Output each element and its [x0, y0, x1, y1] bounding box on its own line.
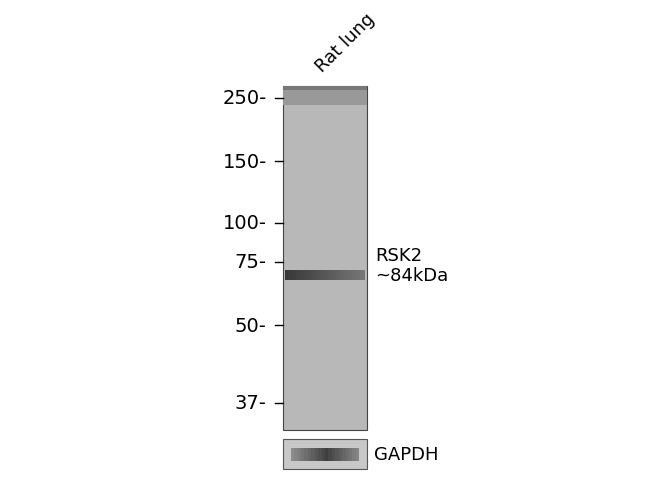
Bar — [315, 448, 318, 461]
Bar — [291, 448, 294, 461]
Bar — [317, 271, 320, 281]
Bar — [296, 271, 298, 281]
Bar — [352, 448, 356, 461]
Text: 100-: 100- — [223, 214, 266, 233]
Bar — [330, 271, 333, 281]
Bar — [320, 271, 322, 281]
Text: 37-: 37- — [235, 393, 266, 412]
Bar — [339, 448, 342, 461]
Bar — [335, 448, 339, 461]
Bar — [315, 271, 317, 281]
Text: 75-: 75- — [235, 253, 266, 272]
Bar — [308, 448, 311, 461]
Bar — [341, 271, 344, 281]
Bar — [322, 271, 325, 281]
Bar — [333, 271, 335, 281]
Bar — [356, 448, 359, 461]
Bar — [283, 439, 367, 469]
Bar — [304, 271, 306, 281]
Text: GAPDH: GAPDH — [374, 445, 438, 463]
Bar — [352, 271, 354, 281]
Bar — [287, 271, 290, 281]
Bar — [332, 448, 335, 461]
Bar — [335, 271, 339, 281]
Text: 250-: 250- — [222, 89, 266, 108]
Bar — [306, 271, 309, 281]
Bar — [293, 271, 296, 281]
Bar — [339, 271, 341, 281]
Bar — [328, 271, 330, 281]
Bar — [301, 448, 304, 461]
Bar — [298, 271, 301, 281]
Bar — [325, 448, 328, 461]
Bar — [325, 271, 328, 281]
Text: Rat lung: Rat lung — [312, 10, 378, 76]
Text: ~84kDa: ~84kDa — [376, 267, 448, 285]
Bar — [311, 448, 315, 461]
Bar — [283, 87, 367, 106]
Text: RSK2: RSK2 — [376, 246, 422, 264]
Bar — [318, 448, 322, 461]
Bar — [357, 271, 360, 281]
Text: 50-: 50- — [235, 317, 266, 335]
Bar — [344, 271, 346, 281]
Bar — [309, 271, 311, 281]
Bar — [283, 87, 367, 91]
Bar — [349, 448, 352, 461]
Bar — [311, 271, 315, 281]
Bar — [290, 271, 293, 281]
Bar — [346, 271, 349, 281]
Bar — [349, 271, 352, 281]
Bar — [342, 448, 346, 461]
Bar — [363, 271, 365, 281]
Bar — [328, 448, 332, 461]
Bar — [322, 448, 325, 461]
Bar — [285, 271, 287, 281]
Bar — [346, 448, 349, 461]
Bar — [283, 87, 367, 430]
Bar — [360, 271, 363, 281]
Bar — [354, 271, 357, 281]
Bar — [298, 448, 301, 461]
Bar — [294, 448, 298, 461]
Text: 150-: 150- — [222, 152, 266, 172]
Bar — [304, 448, 308, 461]
Bar — [301, 271, 304, 281]
